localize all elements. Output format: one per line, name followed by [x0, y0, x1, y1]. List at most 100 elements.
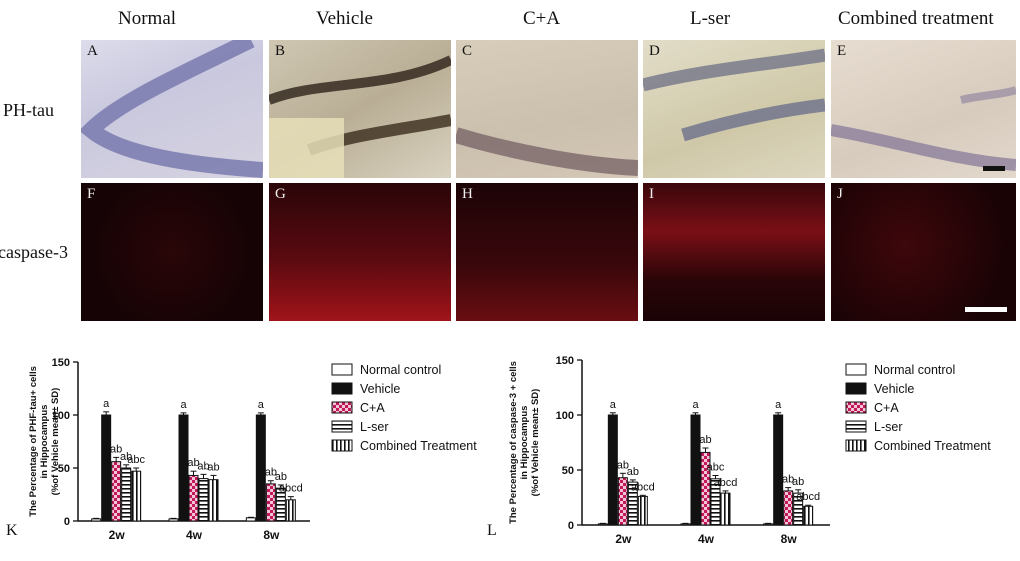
y-axis-label: The Percentage of caspase-3 + cells: [508, 361, 519, 524]
bar-chart-phf-tau: 0 50 100 150 The Percentage of PHF-tau+ cell…: [28, 357, 477, 542]
bar: [198, 478, 209, 522]
micrograph-g: G: [269, 183, 451, 321]
bar: [91, 518, 102, 522]
y-tick-label: 50: [58, 463, 70, 475]
bar: [763, 523, 774, 526]
legend-swatch: [845, 363, 867, 376]
significance-label: ab: [197, 460, 209, 472]
legend-swatch: [845, 420, 867, 433]
legend-label: L-ser: [360, 420, 388, 434]
legend-label: Normal control: [874, 363, 955, 377]
x-tick-label: 2w: [109, 528, 126, 542]
significance-label: abcd: [796, 491, 820, 503]
significance-label: ab: [120, 451, 132, 463]
column-label-vehicle: Vehicle: [316, 8, 373, 29]
significance-label: abc: [707, 462, 725, 474]
bar: [111, 461, 122, 522]
significance-label: abcd: [714, 477, 738, 489]
y-axis-label: (%of Vehicle mean± SD): [50, 388, 61, 496]
bar: [597, 523, 608, 526]
legend-label: C+A: [874, 401, 899, 415]
panel-letter-i: I: [649, 186, 654, 202]
scale-bar: [983, 166, 1005, 171]
significance-label: abcd: [279, 483, 303, 495]
legend-swatch: [845, 401, 867, 414]
y-tick-label: 50: [562, 465, 574, 477]
panel-letter-c: C: [462, 43, 473, 59]
legend-swatch: [331, 439, 353, 452]
bar: [275, 487, 286, 522]
bar-chart-caspase-3: 0 50 100 150 The Percentage of caspase-3 + c…: [508, 355, 991, 546]
panel-letter-j: J: [837, 186, 843, 202]
y-tick-label: 150: [52, 357, 70, 369]
chart-panel-letter-k: K: [6, 522, 18, 539]
significance-label: abcd: [631, 481, 655, 493]
significance-label: a: [775, 399, 782, 411]
panel-letter-g: G: [275, 186, 286, 202]
micrograph-h: H: [456, 183, 638, 321]
significance-label: ab: [699, 434, 711, 446]
bar: [617, 477, 628, 526]
column-label-combined: Combined treatment: [838, 8, 994, 29]
significance-label: ab: [275, 471, 287, 483]
bar: [188, 474, 199, 522]
significance-label: ab: [265, 467, 277, 479]
x-tick-label: 4w: [186, 528, 203, 542]
legend-label: Combined Treatment: [874, 439, 991, 453]
bar: [783, 490, 794, 526]
x-tick-label: 8w: [263, 528, 280, 542]
micrograph-j: J: [831, 183, 1016, 321]
legend-swatch: [845, 382, 867, 395]
legend-label: Vehicle: [360, 382, 400, 396]
panel-letter-f: F: [87, 186, 96, 202]
significance-label: abc: [127, 454, 145, 466]
x-tick-label: 4w: [698, 532, 715, 546]
panel-letter-d: D: [649, 43, 660, 59]
significance-label: a: [103, 398, 110, 410]
bar: [773, 414, 784, 526]
legend-swatch: [331, 401, 353, 414]
significance-label: ab: [792, 476, 804, 488]
panel-letter-e: E: [837, 43, 847, 59]
y-axis-label: The Percentage of PHF-tau+ cells: [28, 366, 39, 517]
y-tick-label: 0: [568, 520, 574, 532]
bar: [690, 414, 701, 526]
y-tick-label: 100: [52, 410, 70, 422]
micrograph-d: D: [643, 40, 825, 178]
bar: [680, 523, 691, 526]
significance-label: a: [610, 399, 617, 411]
x-tick-label: 2w: [615, 532, 632, 546]
significance-label: a: [692, 399, 699, 411]
legend-swatch: [845, 439, 867, 452]
bar: [720, 492, 731, 526]
legend-swatch: [331, 420, 353, 433]
bar: [245, 517, 256, 522]
micrograph-c: C: [456, 40, 638, 178]
bar: [637, 495, 648, 526]
significance-label: ab: [207, 461, 219, 473]
legend-label: Combined Treatment: [360, 439, 477, 453]
bar: [803, 505, 814, 526]
micrograph-a: A: [81, 40, 263, 178]
micrograph-f: F: [81, 183, 263, 321]
column-label-ca: C+A: [523, 8, 561, 29]
legend-swatch: [331, 382, 353, 395]
significance-label: a: [258, 399, 265, 411]
y-axis-label: in Hippocampus: [39, 405, 50, 479]
panel-letter-h: H: [462, 186, 473, 202]
y-tick-label: 0: [64, 516, 70, 528]
micrograph-e: E: [831, 40, 1016, 178]
legend-label: Vehicle: [874, 382, 914, 396]
significance-label: ab: [782, 474, 794, 486]
scale-bar: [965, 307, 1007, 312]
bar: [265, 483, 276, 522]
significance-label: ab: [617, 459, 629, 471]
significance-label: ab: [110, 443, 122, 455]
micrograph-b: B: [269, 40, 451, 178]
legend-label: Normal control: [360, 363, 441, 377]
legend-label: L-ser: [874, 420, 902, 434]
row-label-caspase3: caspase-3: [0, 242, 68, 262]
y-tick-label: 100: [556, 410, 574, 422]
bar: [131, 470, 142, 522]
bar: [285, 499, 296, 522]
